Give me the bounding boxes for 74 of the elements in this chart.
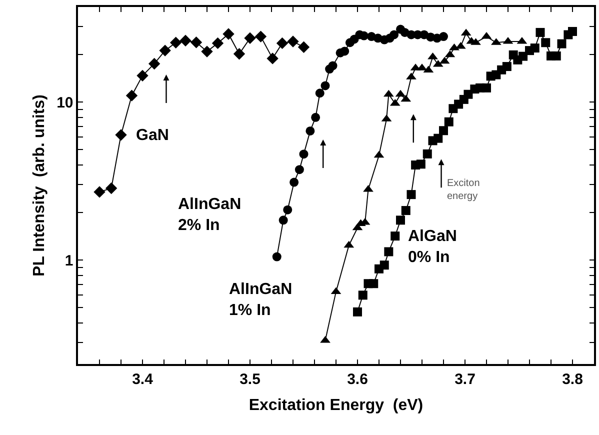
y-tick-label: 1 — [64, 252, 74, 270]
point — [201, 46, 213, 58]
point — [439, 126, 448, 136]
x-axis-title: Excitation Energy (eV) — [248, 396, 424, 414]
x-tick-label: 3.4 — [132, 370, 154, 388]
point — [136, 70, 148, 82]
point — [328, 61, 338, 70]
point — [390, 30, 399, 40]
point — [159, 44, 171, 56]
point — [444, 117, 454, 126]
point — [358, 290, 368, 300]
point — [416, 160, 426, 169]
annotation: GaN — [136, 127, 169, 144]
point — [406, 190, 416, 200]
point — [290, 178, 299, 187]
point — [244, 32, 256, 44]
point — [94, 186, 106, 198]
point — [315, 88, 324, 98]
point — [311, 112, 320, 122]
point — [390, 232, 400, 241]
point — [396, 216, 405, 225]
point — [276, 37, 288, 50]
point — [180, 34, 192, 46]
point — [283, 205, 292, 214]
x-tick-label: 3.5 — [240, 370, 260, 388]
annotation: AlInGaN 2% In — [178, 196, 242, 234]
point — [105, 182, 118, 194]
point — [456, 42, 466, 49]
point — [287, 36, 299, 48]
point — [190, 36, 202, 48]
point — [299, 150, 308, 159]
point — [233, 48, 246, 60]
point — [294, 165, 304, 174]
point — [222, 28, 234, 40]
point — [518, 52, 528, 61]
point — [482, 83, 491, 92]
point — [557, 39, 566, 48]
point — [380, 260, 389, 270]
point — [340, 46, 350, 56]
point — [401, 206, 410, 216]
annotation: Exciton energy — [447, 178, 480, 202]
point — [320, 81, 330, 90]
point — [115, 129, 127, 141]
point — [530, 44, 540, 53]
point — [439, 32, 448, 42]
point — [541, 38, 550, 48]
point — [363, 184, 374, 192]
x-tick-label: 3.7 — [454, 370, 476, 388]
point — [502, 62, 512, 72]
point — [254, 30, 267, 42]
y-axis-title: PL Intensity (arb. units) — [30, 94, 48, 276]
point — [320, 336, 330, 343]
point — [434, 134, 443, 143]
point — [369, 279, 378, 288]
point — [126, 90, 138, 102]
point — [568, 26, 577, 36]
point — [422, 149, 432, 158]
annotation: AlGaN 0% In — [408, 228, 457, 266]
point — [552, 51, 561, 60]
annotation: AlInGaN 1% In — [229, 281, 292, 319]
y-tick-label: 10 — [56, 94, 74, 112]
point — [170, 36, 182, 48]
point — [148, 58, 160, 70]
point — [298, 41, 310, 53]
x-tick-label: 3.6 — [347, 370, 368, 388]
point — [536, 28, 545, 37]
point — [353, 307, 362, 316]
point — [212, 37, 224, 50]
point — [278, 216, 288, 225]
x-tick-label: 3.8 — [562, 370, 583, 388]
point — [384, 247, 394, 256]
point — [306, 126, 315, 136]
point — [266, 52, 278, 64]
point — [272, 252, 282, 262]
